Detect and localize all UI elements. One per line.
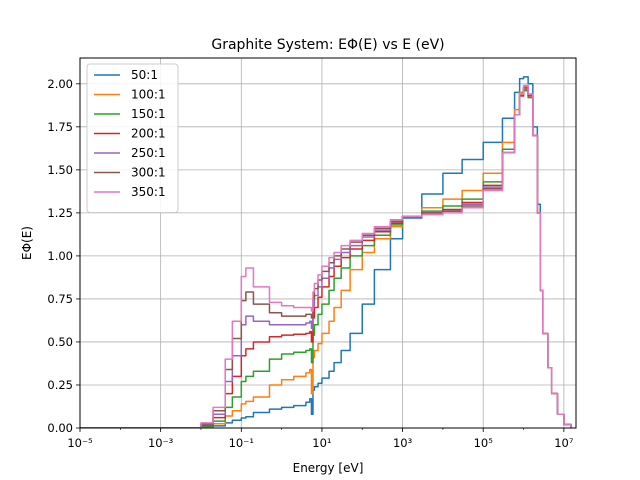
plot-frame (79, 57, 577, 429)
y-tick-label: 1.50 (47, 163, 73, 177)
series-group (80, 76, 572, 428)
y-tick-label: 1.75 (47, 120, 73, 134)
x-tick-label: 10⁻⁵ (67, 436, 93, 450)
legend-label: 300:1 (131, 166, 166, 180)
legend-label: 150:1 (131, 107, 166, 121)
series-line (80, 84, 572, 428)
legend-label: 250:1 (131, 146, 166, 160)
legend-box (86, 63, 179, 213)
x-tick-label: 10¹ (312, 436, 331, 450)
legend-label: 350:1 (131, 185, 166, 199)
x-tick-label: 10⁵ (474, 436, 494, 450)
chart-title: Graphite System: EΦ(E) vs E (eV) (211, 37, 444, 53)
y-tick-label: 2.00 (47, 77, 73, 91)
x-tick-label: 10⁷ (554, 436, 574, 450)
y-tick-label: 0.50 (47, 335, 73, 349)
x-tick-label: 10³ (393, 436, 413, 450)
legend: 50:1 100:1 150:1 200:1 250:1 300:1 350:1 (86, 63, 179, 213)
x-tick-label: 10⁻¹ (229, 436, 254, 450)
x-axis-label: Energy [eV] (293, 461, 364, 475)
y-axis-label: EΦ(E) (20, 226, 34, 260)
y-tick-label: 1.25 (47, 206, 73, 220)
y-tick-label: 0.25 (47, 378, 73, 392)
legend-label: 100:1 (131, 88, 166, 102)
legend-label: 200:1 (131, 127, 166, 141)
legend-label: 50:1 (131, 68, 158, 82)
y-tick-label: 1.00 (47, 249, 73, 263)
ticks: 10⁻⁵ 10⁻³ 10⁻¹ 10¹ 10³ 10⁵ 10⁷ 0.00 0.25 0.50 0.75… (47, 77, 573, 450)
x-tick-label: 10⁻³ (148, 436, 174, 450)
y-tick-label: 0.00 (47, 421, 73, 435)
y-tick-label: 0.75 (47, 292, 73, 306)
